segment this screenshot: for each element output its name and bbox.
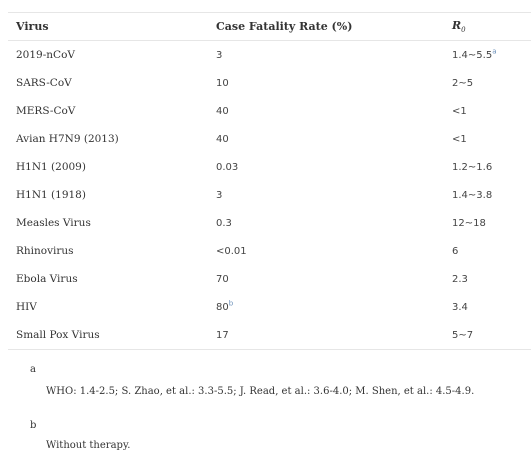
cell-virus: Measles Virus (16, 217, 91, 229)
header-r0-subscript: 0 (461, 26, 466, 35)
cell-r0-value: 12~18 (452, 217, 486, 229)
cell-r0-value: 1.4~5.5 (452, 49, 493, 61)
cell-r0-value: 3.4 (452, 301, 468, 313)
cell-r0: 5~7 (444, 321, 531, 350)
cell-r0: 1.4~3.8 (444, 181, 531, 209)
table-row: SARS-CoV 10 2~5 (8, 69, 531, 97)
table-row: Small Pox Virus 17 5~7 (8, 321, 531, 350)
footnote-a-mark: a (30, 364, 36, 375)
cell-r0-value: 2~5 (452, 77, 474, 89)
cell-case-fatality-rate: 0.03 (208, 153, 444, 181)
cell-virus: Avian H7N9 (2013) (16, 133, 119, 145)
cell-case-fatality-rate: 17 (208, 321, 444, 350)
footnote-reference[interactable]: a (492, 47, 497, 56)
table-row: MERS-CoV 40 <1 (8, 97, 531, 125)
cell-case-fatality-rate: 3 (208, 41, 444, 70)
table-row: Ebola Virus 70 2.3 (8, 265, 531, 293)
cell-case-fatality-rate: 3 (208, 181, 444, 209)
cell-r0-value: 1.4~3.8 (452, 189, 493, 201)
cell-r0: 2~5 (444, 69, 531, 97)
cell-virus: SARS-CoV (16, 77, 72, 89)
cell-virus: H1N1 (1918) (16, 189, 86, 201)
footnote-b-text: Without therapy. (46, 440, 131, 451)
table-row: HIV 80b 3.4 (8, 293, 531, 321)
cell-case-fatality-rate: 10 (208, 69, 444, 97)
virus-comparison-table: Virus Case Fatality Rate (%) R0 2019-nCo… (8, 12, 531, 350)
cell-virus: HIV (16, 301, 37, 313)
cell-r0: <1 (444, 125, 531, 153)
table-row: H1N1 (2009) 0.03 1.2~1.6 (8, 153, 531, 181)
table-row: H1N1 (1918) 3 1.4~3.8 (8, 181, 531, 209)
cell-case-fatality-rate: 40 (208, 125, 444, 153)
cell-case-fatality-rate-value: 40 (216, 105, 229, 117)
header-r0-base: R (452, 18, 462, 32)
table-body: 2019-nCoV 3 1.4~5.5a SARS-CoV 10 2~5 MERS-CoV 4… (8, 41, 531, 350)
cell-virus: Small Pox Virus (16, 329, 100, 341)
cell-r0-value: 1.2~1.6 (452, 161, 493, 173)
cell-r0: 12~18 (444, 209, 531, 237)
cell-r0-value: 5~7 (452, 329, 474, 341)
table-row: Avian H7N9 (2013) 40 <1 (8, 125, 531, 153)
cell-r0: 3.4 (444, 293, 531, 321)
cell-case-fatality-rate-value: 70 (216, 273, 229, 285)
cell-case-fatality-rate-value: 3 (216, 49, 223, 61)
cell-case-fatality-rate-value: 0.3 (216, 217, 232, 229)
cell-case-fatality-rate-value: 0.03 (216, 161, 239, 173)
cell-case-fatality-rate-value: 80 (216, 301, 229, 313)
cell-r0: 6 (444, 237, 531, 265)
cell-case-fatality-rate-value: 10 (216, 77, 229, 89)
cell-virus: MERS-CoV (16, 105, 76, 117)
cell-virus: H1N1 (2009) (16, 161, 86, 173)
table-row: Rhinovirus <0.01 6 (8, 237, 531, 265)
header-case-fatality-rate: Case Fatality Rate (%) (216, 20, 353, 33)
header-r0-symbol: R0 (452, 18, 466, 35)
cell-r0-value: 2.3 (452, 273, 468, 285)
cell-case-fatality-rate-value: 40 (216, 133, 229, 145)
cell-r0-value: 6 (452, 245, 459, 257)
cell-r0: 1.2~1.6 (444, 153, 531, 181)
cell-r0: <1 (444, 97, 531, 125)
cell-case-fatality-rate-value: 17 (216, 329, 229, 341)
cell-r0: 1.4~5.5a (444, 41, 531, 70)
footnote-reference[interactable]: b (228, 299, 234, 308)
cell-virus: Ebola Virus (16, 273, 78, 285)
cell-virus: Rhinovirus (16, 245, 74, 257)
cell-case-fatality-rate: 40 (208, 97, 444, 125)
header-virus: Virus (16, 20, 49, 33)
cell-case-fatality-rate: 70 (208, 265, 444, 293)
cell-case-fatality-rate-value: 3 (216, 189, 223, 201)
cell-r0-value: <1 (452, 105, 467, 117)
cell-case-fatality-rate: 0.3 (208, 209, 444, 237)
cell-r0-value: <1 (452, 133, 467, 145)
cell-case-fatality-rate: 80b (208, 293, 444, 321)
footnote-a-text: WHO: 1.4-2.5; S. Zhao, et al.: 3.3-5.5; … (46, 386, 475, 397)
footnote-b-mark: b (30, 420, 37, 431)
cell-case-fatality-rate-value: <0.01 (216, 245, 247, 257)
cell-case-fatality-rate: <0.01 (208, 237, 444, 265)
header-r0: R0 (444, 13, 531, 41)
table-row: 2019-nCoV 3 1.4~5.5a (8, 41, 531, 70)
cell-r0: 2.3 (444, 265, 531, 293)
table-row: Measles Virus 0.3 12~18 (8, 209, 531, 237)
cell-virus: 2019-nCoV (16, 49, 75, 61)
table-header-row: Virus Case Fatality Rate (%) R0 (8, 12, 531, 41)
